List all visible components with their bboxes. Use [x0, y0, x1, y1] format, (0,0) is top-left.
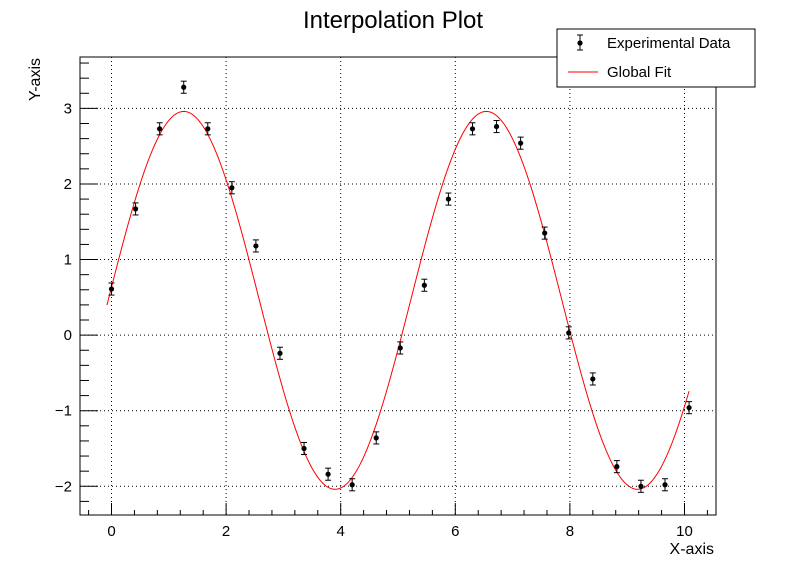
data-point — [421, 278, 428, 292]
y-tick-label: 0 — [64, 327, 72, 344]
data-marker — [325, 471, 331, 477]
data-point — [156, 122, 163, 136]
data-point — [204, 122, 211, 136]
data-point — [445, 192, 452, 206]
data-point — [637, 479, 644, 493]
axes: 0 2 4 6 8 10 −2 −1 0 1 2 3 — [55, 62, 708, 540]
fit-line — [106, 110, 690, 490]
data-point — [517, 136, 524, 150]
data-marker — [205, 126, 211, 132]
data-point — [662, 478, 669, 492]
data-point — [325, 467, 332, 481]
data-point — [565, 326, 572, 340]
data-point — [589, 372, 596, 386]
data-marker — [157, 126, 163, 132]
legend: Experimental Data Global Fit — [556, 28, 756, 88]
data-marker — [132, 206, 139, 212]
y-tick-label: −1 — [55, 403, 72, 420]
legend-item-data: Experimental Data — [577, 34, 731, 52]
data-point — [252, 239, 259, 253]
y-tick-label: 2 — [64, 176, 72, 193]
data-marker — [181, 84, 187, 90]
plot-frame — [79, 56, 717, 516]
data-point — [686, 401, 693, 415]
data-point — [397, 341, 404, 355]
chart-title: Interpolation Plot — [303, 7, 483, 34]
data-marker — [397, 345, 403, 351]
y-tick-label: −2 — [55, 478, 72, 495]
data-marker — [566, 330, 572, 336]
data-marker — [301, 445, 307, 452]
data-marker — [108, 286, 115, 292]
grid — [80, 57, 716, 515]
data-point — [541, 226, 548, 240]
data-marker — [277, 350, 283, 356]
data-marker — [686, 405, 692, 411]
data-points-layer — [108, 80, 693, 493]
data-point — [373, 431, 380, 445]
data-point — [180, 80, 187, 94]
legend-item-fit: Global Fit — [568, 64, 672, 81]
data-marker — [662, 482, 668, 488]
data-point — [228, 181, 235, 195]
data-point — [349, 478, 356, 492]
x-tick-label: 4 — [337, 523, 345, 540]
x-tick-label: 0 — [107, 523, 115, 540]
data-point — [613, 460, 620, 474]
x-tick-label: 2 — [222, 523, 230, 540]
data-point — [469, 122, 476, 136]
x-axis-label: X-axis — [670, 541, 714, 558]
data-marker — [445, 196, 452, 202]
data-point — [276, 346, 283, 360]
data-point — [108, 282, 115, 296]
data-marker — [518, 140, 524, 146]
data-marker — [229, 185, 235, 191]
x-tick-label: 10 — [676, 523, 693, 540]
data-marker — [421, 282, 427, 288]
data-marker — [614, 464, 620, 470]
legend-label-fit: Global Fit — [607, 64, 672, 81]
fit-layer — [106, 110, 690, 490]
legend-label-data: Experimental Data — [607, 35, 731, 52]
data-marker — [253, 243, 259, 249]
data-marker — [638, 483, 644, 489]
y-axis-label: Y-axis — [27, 58, 44, 101]
data-marker — [469, 126, 476, 132]
data-marker — [542, 230, 548, 236]
legend-marker-icon — [577, 40, 583, 46]
data-point — [493, 119, 500, 134]
y-tick-label: 3 — [64, 100, 72, 117]
data-marker — [349, 482, 355, 488]
data-marker — [493, 123, 500, 130]
data-point — [301, 441, 308, 456]
data-marker — [373, 435, 379, 441]
data-point — [132, 202, 139, 216]
x-tick-label: 8 — [566, 523, 574, 540]
y-tick-label: 1 — [64, 252, 72, 269]
legend-box — [556, 28, 756, 88]
x-tick-label: 6 — [451, 523, 459, 540]
data-marker — [590, 376, 596, 382]
